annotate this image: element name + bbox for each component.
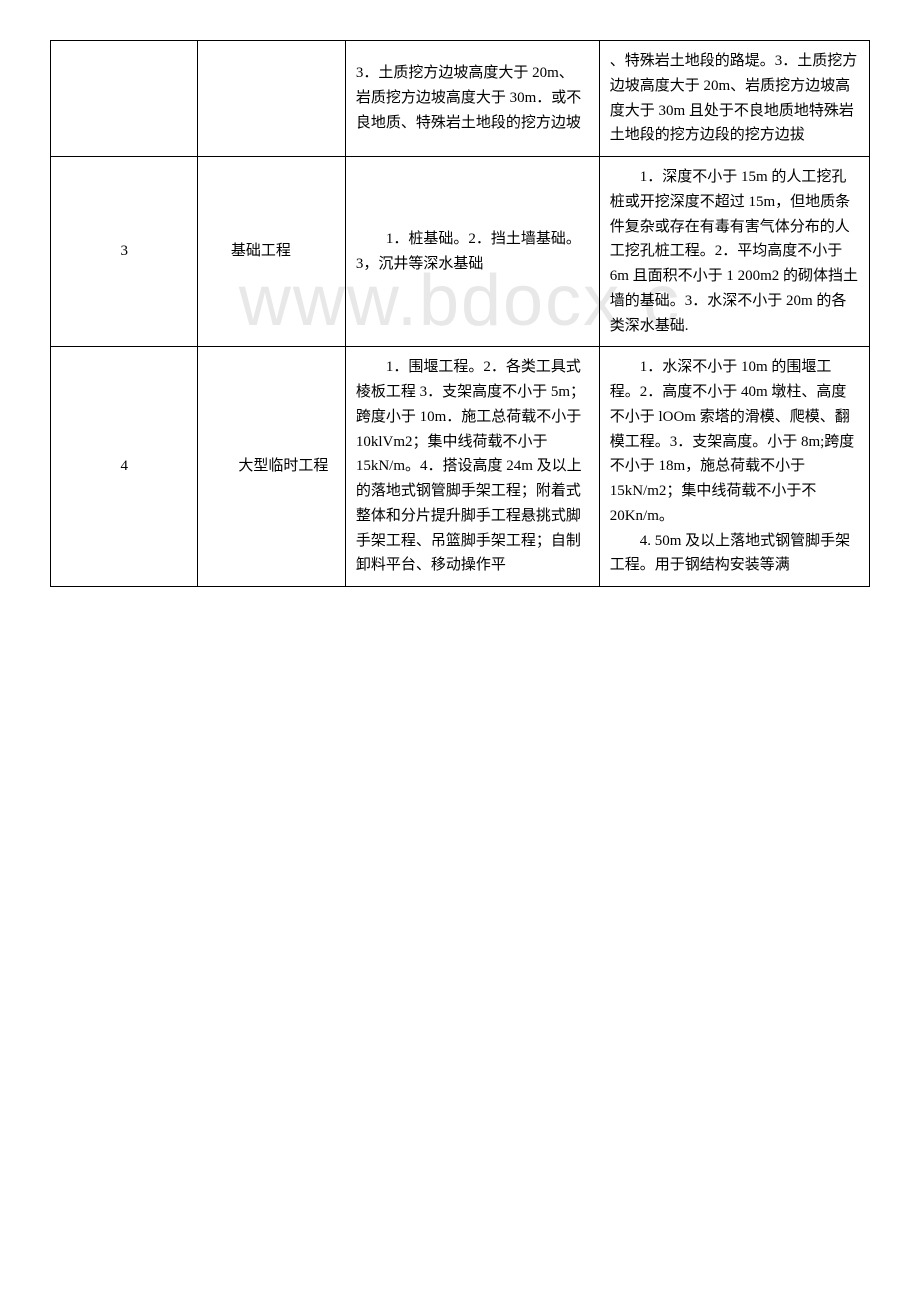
cell-paragraph: 4. 50m 及以上落地式钢管脚手架工程。用于钢结构安装等满 <box>610 529 859 579</box>
category-label: 基础工程 <box>208 243 291 259</box>
table-row: 3 基础工程 1．桩基础。2．挡土墙基础。3，沉井等深水基础 1．深度不小于 1… <box>51 157 870 347</box>
cell-category: 基础工程 <box>198 157 345 347</box>
cell-content-b: 、特殊岩土地段的路堤。3．土质挖方边坡高度大于 20m、岩质挖方边坡高度大于 3… <box>599 41 869 157</box>
cell-paragraph: 1．水深不小于 10m 的围堰工程。2．高度不小于 40m 墩柱、高度不小于 l… <box>610 355 859 528</box>
table-row: 4 大型临时工程 1．围堰工程。2．各类工具式棱板工程 3．支架高度不小于 5m… <box>51 347 870 587</box>
cell-category: 大型临时工程 <box>198 347 345 587</box>
cell-category <box>198 41 345 157</box>
table-row: 3．土质挖方边坡高度大于 20m、岩质挖方边坡高度大于 30m．或不良地质、特殊… <box>51 41 870 157</box>
cell-content-a: 1．桩基础。2．挡土墙基础。3，沉井等深水基础 <box>345 157 599 347</box>
cell-index <box>51 41 198 157</box>
cell-content-b: 1．水深不小于 10m 的围堰工程。2．高度不小于 40m 墩柱、高度不小于 l… <box>599 347 869 587</box>
cell-index: 4 <box>51 347 198 587</box>
cell-content-b: 1．深度不小于 15m 的人工挖孔桩或开挖深度不超过 15m，但地质条件复杂或存… <box>599 157 869 347</box>
cell-index: 3 <box>51 157 198 347</box>
cell-content-a: 1．围堰工程。2．各类工具式棱板工程 3．支架高度不小于 5m；跨度小于 10m… <box>345 347 599 587</box>
cell-content-a: 3．土质挖方边坡高度大于 20m、岩质挖方边坡高度大于 30m．或不良地质、特殊… <box>345 41 599 157</box>
document-table: 3．土质挖方边坡高度大于 20m、岩质挖方边坡高度大于 30m．或不良地质、特殊… <box>50 40 870 587</box>
